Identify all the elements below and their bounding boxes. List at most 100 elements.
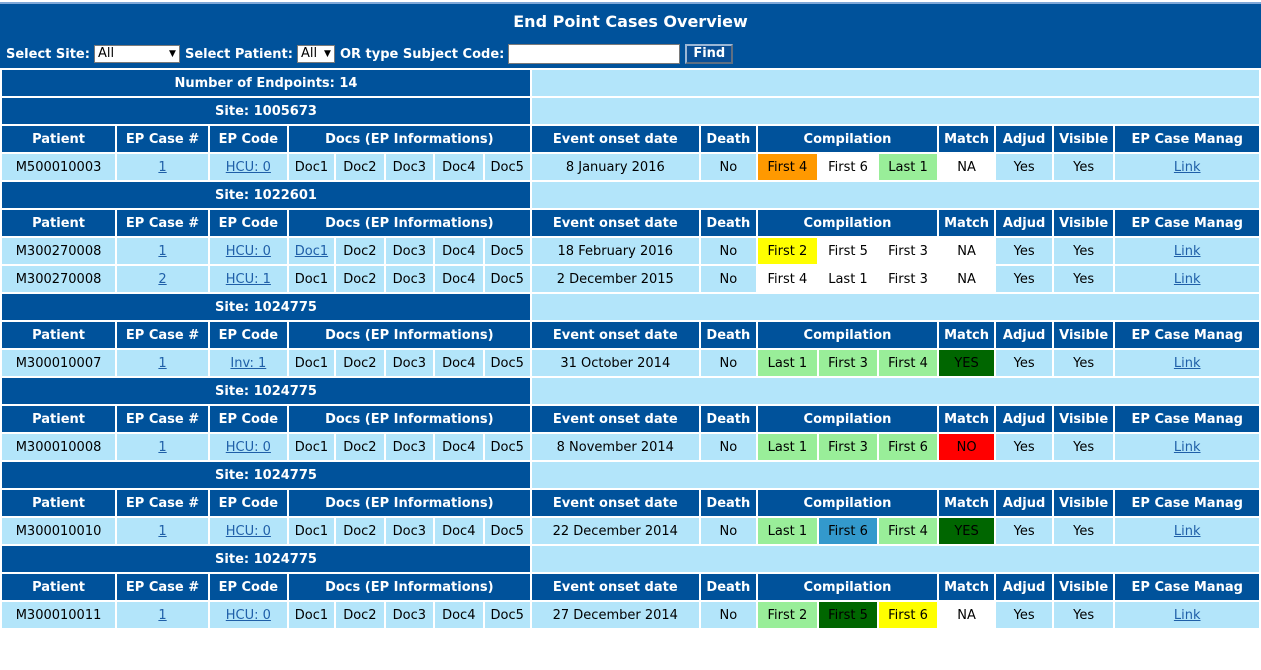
find-button[interactable]: Find [685,44,734,64]
ep-case-link[interactable]: 1 [158,243,167,259]
doc-cell: Doc2 [336,350,384,376]
ep-code-link[interactable]: HCU: 0 [225,607,271,623]
match-status: YES [938,350,995,376]
doc-cell: Doc1 [288,350,335,376]
ep-case-manage-cell: Link [1115,602,1259,628]
patient-select-value: All [300,46,318,61]
col-ep-case-header: EP Case # [117,574,208,600]
doc-cell: Doc5 [484,518,530,544]
col-match-header: Match [938,490,995,516]
ep-case-manage-link[interactable]: Link [1173,355,1201,371]
ep-case-link[interactable]: 1 [158,159,167,175]
visible-status: Yes [1053,238,1114,264]
endpoint-table: Number of Endpoints: 14 Site: 1005673 Pat… [0,68,1261,630]
event-onset-date: 27 December 2014 [531,602,699,628]
ep-case-link[interactable]: 1 [158,523,167,539]
ep-code-link[interactable]: HCU: 1 [225,271,271,287]
col-compilation-header: Compilation [758,210,937,236]
compilation-status: First 3 [879,266,937,292]
patient-select[interactable]: All ▼ [296,45,335,63]
ep-code-cell: HCU: 0 [209,154,287,180]
col-patient-header: Patient [2,210,116,236]
ep-case-manage-link[interactable]: Link [1173,243,1201,259]
ep-code-link[interactable]: HCU: 0 [225,243,271,259]
compilation-status: First 6 [879,434,937,460]
filler-cell [531,378,1259,404]
chevron-down-icon: ▼ [324,49,331,59]
col-death-header: Death [700,210,757,236]
column-header-row: Patient EP Case # EP Code Docs (EP Informat… [2,210,1259,236]
subject-code-input[interactable] [508,44,681,64]
ep-code-link[interactable]: Inv: 1 [230,355,267,371]
col-compilation-header: Compilation [758,574,937,600]
site-title: Site: 1005673 [2,98,530,124]
col-ep-code-header: EP Code [209,490,287,516]
event-onset-date: 8 January 2016 [531,154,699,180]
ep-case-manage-cell: Link [1115,518,1259,544]
ep-case-manage-link[interactable]: Link [1173,523,1201,539]
filler-cell [531,462,1259,488]
col-onset-header: Event onset date [531,210,699,236]
endpoint-table-body: Number of Endpoints: 14 Site: 1005673 Pat… [2,70,1259,628]
ep-case-link[interactable]: 1 [158,439,167,455]
col-death-header: Death [700,574,757,600]
compilation-status: First 4 [758,266,817,292]
ep-case-cell: 1 [117,602,208,628]
visible-status: Yes [1053,602,1114,628]
ep-case-cell: 1 [117,238,208,264]
ep-case-cell: 1 [117,154,208,180]
ep-code-cell: HCU: 0 [209,602,287,628]
match-status: YES [938,518,995,544]
site-row: Site: 1024775 [2,546,1259,572]
ep-case-manage-link[interactable]: Link [1173,607,1201,623]
visible-status: Yes [1053,434,1114,460]
col-manage-header: EP Case Manag [1115,490,1259,516]
col-death-header: Death [700,490,757,516]
site-row: Site: 1024775 [2,378,1259,404]
ep-case-manage-link[interactable]: Link [1173,271,1201,287]
ep-case-link[interactable]: 1 [158,607,167,623]
match-status: NO [938,434,995,460]
col-ep-code-header: EP Code [209,210,287,236]
ep-case-manage-cell: Link [1115,434,1259,460]
doc-cell: Doc2 [336,602,384,628]
death-status: No [700,350,757,376]
doc-cell: Doc5 [484,350,530,376]
site-filter-label: Select Site: [6,46,90,62]
col-docs-header: Docs (EP Informations) [288,322,530,348]
ep-code-cell: HCU: 0 [209,518,287,544]
ep-code-link[interactable]: HCU: 0 [225,439,271,455]
patient-filter-label: Select Patient: [184,46,293,62]
col-manage-header: EP Case Manag [1115,406,1259,432]
doc-link[interactable]: Doc1 [294,243,329,259]
ep-case-link[interactable]: 1 [158,355,167,371]
ep-case-manage-link[interactable]: Link [1173,439,1201,455]
doc-cell: Doc4 [435,154,483,180]
col-visible-header: Visible [1053,210,1114,236]
site-select[interactable]: All ▼ [93,45,180,63]
visible-status: Yes [1053,266,1114,292]
event-onset-date: 8 November 2014 [531,434,699,460]
compilation-status: Last 1 [758,434,817,460]
doc-cell: Doc4 [435,350,483,376]
summary-row: Number of Endpoints: 14 [2,70,1259,96]
ep-case-link[interactable]: 2 [158,271,167,287]
doc-cell: Doc4 [435,266,483,292]
ep-case-manage-link[interactable]: Link [1173,159,1201,175]
site-title: Site: 1024775 [2,294,530,320]
ep-code-link[interactable]: HCU: 0 [225,159,271,175]
col-patient-header: Patient [2,406,116,432]
doc-cell: Doc4 [435,434,483,460]
doc-cell: Doc1 [288,154,335,180]
col-ep-code-header: EP Code [209,406,287,432]
ep-code-cell: Inv: 1 [209,350,287,376]
col-adjud-header: Adjud [996,406,1052,432]
col-patient-header: Patient [2,490,116,516]
col-ep-case-header: EP Case # [117,406,208,432]
col-patient-header: Patient [2,322,116,348]
doc-cell: Doc2 [336,266,384,292]
col-death-header: Death [700,406,757,432]
subject-code-label: OR type Subject Code: [339,46,505,62]
col-match-header: Match [938,574,995,600]
ep-code-link[interactable]: HCU: 0 [225,523,271,539]
